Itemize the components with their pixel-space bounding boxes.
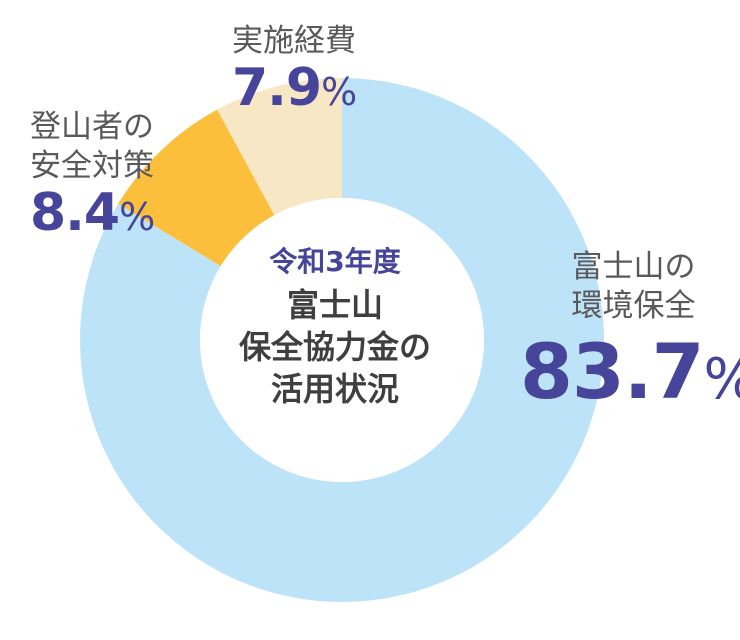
slice-label-costs: 実施経費 7.9% — [232, 22, 392, 115]
slice-label-environment: 富士山の 環境保全 83.7% — [520, 248, 740, 412]
slice-costs — [217, 78, 342, 216]
center-title: 富士山 保全協力金の 活用状況 — [238, 286, 431, 409]
slice-name-safety: 登山者の 安全対策 — [30, 109, 154, 184]
slice-percent-safety: 8.4% — [30, 182, 200, 243]
donut-hole — [200, 198, 484, 482]
slice-value-environment: 83.7 — [520, 326, 705, 416]
slice-environment — [80, 78, 605, 602]
center-subtitle: 令和3年度 — [269, 245, 401, 278]
slice-unit-costs: % — [321, 69, 357, 114]
slice-value-costs: 7.9 — [232, 57, 322, 118]
slice-percent-costs: 7.9% — [232, 57, 392, 118]
slice-safety — [118, 109, 275, 267]
slice-unit-environment: % — [704, 347, 740, 412]
slice-value-safety: 8.4 — [30, 182, 120, 243]
slice-name-costs: 実施経費 — [232, 23, 356, 59]
slice-unit-safety: % — [119, 194, 155, 239]
center-label: 令和3年度 富士山 保全協力金の 活用状況 — [205, 240, 465, 411]
slice-label-safety: 登山者の 安全対策 8.4% — [30, 108, 200, 240]
slice-name-environment: 富士山の 環境保全 — [571, 249, 696, 324]
slice-percent-environment: 83.7% — [520, 331, 740, 412]
